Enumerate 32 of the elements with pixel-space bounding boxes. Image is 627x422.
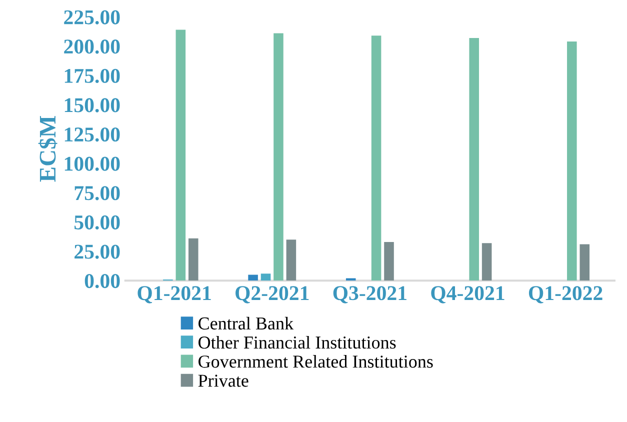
- legend-label: Other Financial Institutions: [198, 336, 396, 349]
- y-tick-label: 50.00: [74, 215, 120, 230]
- y-tick-label: 150.00: [64, 98, 120, 112]
- bar: [567, 41, 577, 281]
- y-tick-label: 200.00: [64, 40, 120, 54]
- bar: [176, 30, 186, 281]
- x-tick-label: Q1-2021: [138, 286, 211, 304]
- y-tick-label: 100.00: [64, 156, 120, 171]
- bar: [248, 274, 258, 281]
- bar: [482, 243, 492, 281]
- bar: [371, 36, 382, 281]
- bar: [580, 244, 590, 281]
- x-tick-label: Q1-2022: [528, 286, 602, 304]
- bar: [274, 33, 284, 281]
- bar: [188, 238, 198, 281]
- bar: [260, 274, 271, 281]
- y-tick-label: 125.00: [64, 127, 120, 142]
- x-tick-label: Q3-2021: [333, 286, 406, 304]
- x-tick-label: Q4-2021: [431, 286, 504, 304]
- legend-label: Private: [198, 374, 248, 387]
- y-tick-label: 25.00: [74, 244, 120, 259]
- y-tick-label: 225.00: [64, 10, 120, 24]
- y-axis-title: EC$M: [38, 116, 58, 182]
- legend-label: Central Bank: [198, 316, 294, 330]
- y-tick-label: 175.00: [64, 68, 120, 84]
- bar: [384, 242, 394, 281]
- legend-label: Government Related Institutions: [198, 355, 433, 368]
- y-tick-label: 75.00: [74, 186, 120, 200]
- x-tick-label: Q2-2021: [236, 286, 309, 304]
- y-tick-label: 0.00: [84, 274, 120, 288]
- bar: [469, 38, 479, 281]
- bar: [286, 240, 296, 281]
